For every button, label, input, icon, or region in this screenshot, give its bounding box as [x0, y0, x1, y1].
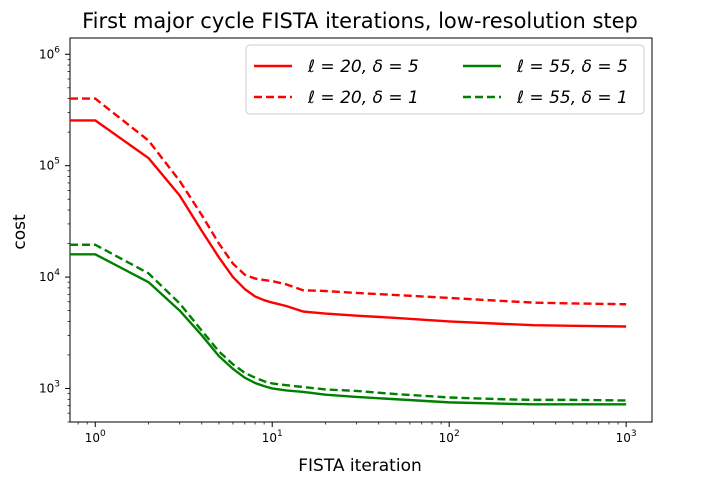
y-tick-label: 105 — [39, 157, 60, 173]
x-axis: 100 101 102 103 — [77, 422, 637, 445]
y-axis: 103 104 105 106 — [39, 45, 70, 423]
series-line-4 — [70, 243, 627, 402]
legend-label: ℓ = 20, δ = 5 — [307, 57, 419, 77]
x-tick-label: 100 — [85, 429, 106, 445]
legend: ℓ = 20, δ = 5 ℓ = 20, δ = 1 ℓ = 55, δ = 5 ℓ… — [245, 44, 645, 115]
y-axis-label: cost — [10, 214, 30, 250]
series-line-1 — [70, 119, 627, 328]
y-tick-label: 104 — [39, 268, 60, 284]
y-tick-label: 106 — [39, 45, 60, 61]
series-line-2 — [70, 97, 627, 306]
x-tick-label: 101 — [262, 429, 283, 445]
legend-label: ℓ = 55, δ = 1 — [516, 88, 628, 108]
legend-label: ℓ = 55, δ = 5 — [516, 57, 628, 77]
legend-label: ℓ = 20, δ = 1 — [307, 88, 419, 108]
legend-box — [245, 44, 645, 115]
x-axis-label: FISTA iteration — [298, 456, 422, 476]
x-tick-label: 103 — [616, 429, 637, 445]
x-tick-label: 102 — [439, 429, 460, 445]
y-tick-label: 103 — [39, 379, 60, 395]
series-line-3 — [70, 253, 627, 406]
series-layer — [70, 97, 627, 406]
chart-title: First major cycle FISTA iterations, low-… — [82, 9, 638, 33]
